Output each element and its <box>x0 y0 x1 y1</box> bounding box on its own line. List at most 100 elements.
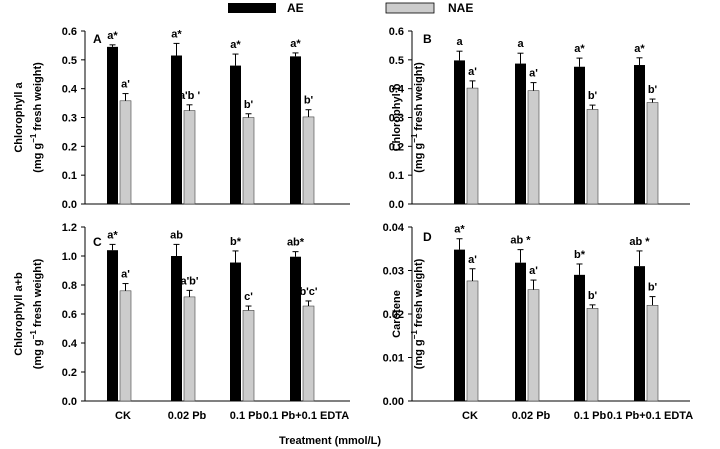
significance-label: b* <box>230 236 242 248</box>
y-tick-label: 0.02 <box>383 309 404 321</box>
x-tick-label: CK <box>462 410 478 422</box>
significance-label: a'b' <box>180 275 198 287</box>
significance-label: a' <box>121 269 130 281</box>
y-tick-label: 0.6 <box>62 309 77 321</box>
y-tick-label: 0.6 <box>389 26 404 38</box>
legend-swatch-ae <box>228 3 276 13</box>
x-tick-label: 0.1 Pb <box>574 410 607 422</box>
y-tick-label: 0.5 <box>389 55 404 67</box>
significance-label: a* <box>454 224 465 236</box>
significance-label: a* <box>107 30 118 42</box>
y-tick-label: 0.2 <box>389 141 404 153</box>
panel-letter: C <box>93 235 102 249</box>
y-axis-unit: (mg g−1 fresh weight) <box>410 62 425 173</box>
bar-ae-2 <box>230 262 241 401</box>
significance-label: a* <box>634 43 645 55</box>
significance-label: b' <box>244 99 254 111</box>
significance-label: ab <box>170 229 183 241</box>
bar-nae-1 <box>527 289 540 402</box>
significance-label: b' <box>304 95 314 107</box>
significance-label: a' <box>121 79 130 91</box>
y-axis-unit: (mg g−1 fresh weight) <box>29 62 44 173</box>
bar-nae-3 <box>646 102 659 205</box>
x-tick-label: 0.1 Pb <box>230 410 263 422</box>
y-tick-label: 0.3 <box>62 113 77 125</box>
bar-nae-3 <box>302 116 315 205</box>
significance-label: a'b ' <box>179 90 201 102</box>
y-tick-label: 0.0 <box>389 199 404 211</box>
y-tick-label: 0.2 <box>62 367 77 379</box>
significance-label: b'c' <box>299 286 317 298</box>
bar-ae-0 <box>107 46 118 204</box>
bar-ae-0 <box>454 249 465 401</box>
y-tick-label: 0.4 <box>62 84 78 96</box>
bar-ae-3 <box>634 266 645 401</box>
bar-nae-3 <box>302 305 315 402</box>
bar-ae-1 <box>515 262 526 401</box>
significance-label: a <box>456 36 463 48</box>
y-tick-label: 0.04 <box>383 222 405 234</box>
bar-ae-2 <box>230 65 241 204</box>
bar-nae-0 <box>119 290 132 402</box>
panel-A: 0.0 0.1 0.2 0.3 0.4 0.5 0.6 A Chlorophyll a (mg g… <box>13 26 350 211</box>
legend: AE NAE <box>228 1 473 15</box>
x-tick-label: CK <box>115 410 131 422</box>
y-axis-unit: (mg g−1 fresh weight) <box>29 258 44 369</box>
bar-nae-1 <box>527 90 540 205</box>
bar-ae-1 <box>171 55 182 205</box>
panel-D: 0.00 0.01 0.02 0.03 0.04 D Carotene (mg g−1 fre… <box>383 222 694 422</box>
y-axis-title: Chlorophyll a+b <box>13 272 25 356</box>
bar-ae-2 <box>574 274 585 401</box>
legend-label-ae: AE <box>287 1 304 15</box>
y-tick-label: 0.5 <box>62 55 77 67</box>
y-tick-label: 0.0 <box>62 396 77 408</box>
y-tick-label: 0.01 <box>383 353 404 365</box>
bar-nae-3 <box>646 304 659 402</box>
significance-label: b' <box>648 282 658 294</box>
significance-label: b' <box>648 84 658 96</box>
significance-label: b* <box>574 249 586 261</box>
significance-label: a <box>517 38 524 50</box>
y-tick-label: 0.3 <box>389 113 404 125</box>
significance-label: a' <box>529 68 538 80</box>
significance-label: a* <box>574 43 585 55</box>
y-tick-label: 0.2 <box>62 141 77 153</box>
panel-B: 0.0 0.1 0.2 0.3 0.4 0.5 0.6 B Chlorophyl b (mg g−… <box>389 26 690 211</box>
bar-nae-0 <box>119 100 132 205</box>
significance-label: ab* <box>287 237 305 249</box>
significance-label: a' <box>529 265 538 277</box>
x-tick-label: 0.02 Pb <box>168 410 207 422</box>
x-tick-label: 0.1 Pb+0.1 EDTA <box>607 410 693 422</box>
significance-label: b' <box>588 290 598 302</box>
significance-label: b' <box>588 90 598 102</box>
y-axis-unit: (mg g−1 fresh weight) <box>410 258 425 369</box>
significance-label: a* <box>290 38 301 50</box>
significance-label: a* <box>107 229 118 241</box>
y-tick-label: 0.00 <box>383 396 404 408</box>
significance-label: a* <box>171 28 182 40</box>
bar-nae-2 <box>242 117 255 205</box>
bar-ae-3 <box>290 256 301 401</box>
legend-swatch-nae <box>385 2 435 14</box>
bar-nae-2 <box>586 109 599 205</box>
significance-label: a' <box>468 254 477 266</box>
y-tick-label: 0.1 <box>389 170 404 182</box>
bar-ae-1 <box>171 256 182 401</box>
bar-ae-3 <box>290 56 301 204</box>
y-axis-title: Carotene <box>391 290 403 338</box>
panel-C: 0.0 0.2 0.4 0.6 0.8 1.0 1.2 C Chlorophyll a+b (mg… <box>13 222 350 422</box>
bar-nae-1 <box>183 296 196 402</box>
panel-letter: A <box>93 32 102 46</box>
bar-nae-2 <box>242 310 255 402</box>
x-tick-label: 0.1 Pb+0.1 EDTA <box>263 410 349 422</box>
panel-letter: B <box>423 32 432 46</box>
y-axis-title: Chlorophyll a <box>13 81 25 152</box>
bar-ae-3 <box>634 65 645 204</box>
y-tick-label: 0.03 <box>383 266 404 278</box>
legend-label-nae: NAE <box>448 1 473 15</box>
significance-label: a* <box>230 39 241 51</box>
bar-ae-1 <box>515 63 526 204</box>
bar-ae-0 <box>454 60 465 204</box>
bar-nae-1 <box>183 110 196 205</box>
